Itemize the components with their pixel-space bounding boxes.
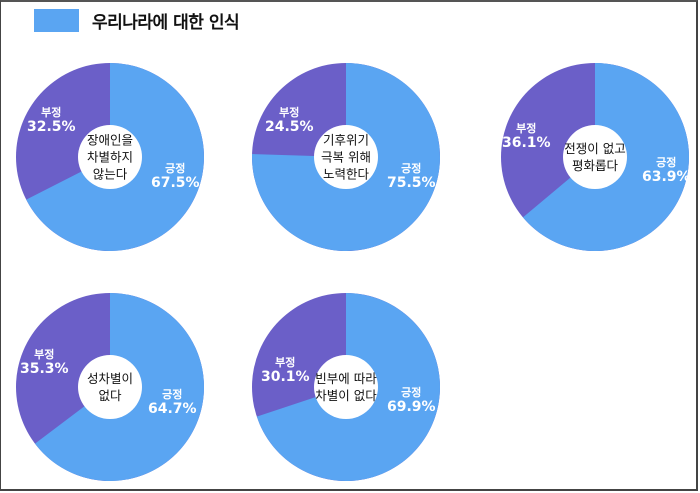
donut-chart-wealth: 빈부에 따라 차별이 없다 부정 30.1% 긍정 69.9%: [251, 292, 441, 482]
donut-hole: [78, 125, 142, 189]
donut-chart-gender: 성차별이 없다 부정 35.3% 긍정 64.7%: [15, 292, 205, 482]
donut-svg: [252, 293, 440, 481]
positive-label: 긍정 67.5%: [151, 162, 200, 191]
negative-label: 부정 35.3%: [20, 348, 69, 377]
donut-svg: [252, 63, 440, 251]
donut-svg: [16, 293, 205, 481]
negative-label: 부정 36.1%: [502, 122, 551, 151]
positive-label: 긍정 69.9%: [387, 386, 436, 415]
center-label: 장애인을 차별하지 않는다: [86, 132, 133, 182]
donut-hole: [563, 125, 627, 189]
negative-label: 부정 24.5%: [265, 106, 314, 135]
positive-label: 긍정 63.9%: [642, 156, 691, 185]
negative-label: 부정 30.1%: [261, 356, 310, 385]
donut-chart-disability: 장애인을 차별하지 않는다 부정 32.5% 긍정 67.5%: [15, 62, 205, 252]
legend-label: 우리나라에 대한 인식: [92, 13, 240, 33]
center-label: 성차별이 없다: [86, 371, 133, 403]
donut-hole: [78, 355, 142, 419]
positive-label: 긍정 64.7%: [148, 388, 197, 417]
center-label: 빈부에 따라 차별이 없다: [315, 371, 377, 403]
donut-chart-climate: 기후위기 극복 위해 노력한다 부정 24.5% 긍정 75.5%: [251, 62, 441, 252]
donut-hole: [314, 125, 378, 189]
donut-chart-peace: 전쟁이 없고 평화롭다 부정 36.1% 긍정 63.9%: [500, 62, 691, 252]
positive-label: 긍정 75.5%: [387, 162, 436, 191]
donut-svg: [16, 63, 204, 252]
donut-svg: [501, 63, 689, 251]
negative-label: 부정 32.5%: [27, 106, 76, 135]
center-label: 기후위기 극복 위해 노력한다: [321, 132, 371, 182]
legend-swatch: [34, 9, 79, 32]
donut-hole: [314, 355, 378, 419]
center-label: 전쟁이 없고 평화롭다: [564, 141, 626, 173]
legend: 우리나라에 대한 인식: [34, 8, 240, 33]
